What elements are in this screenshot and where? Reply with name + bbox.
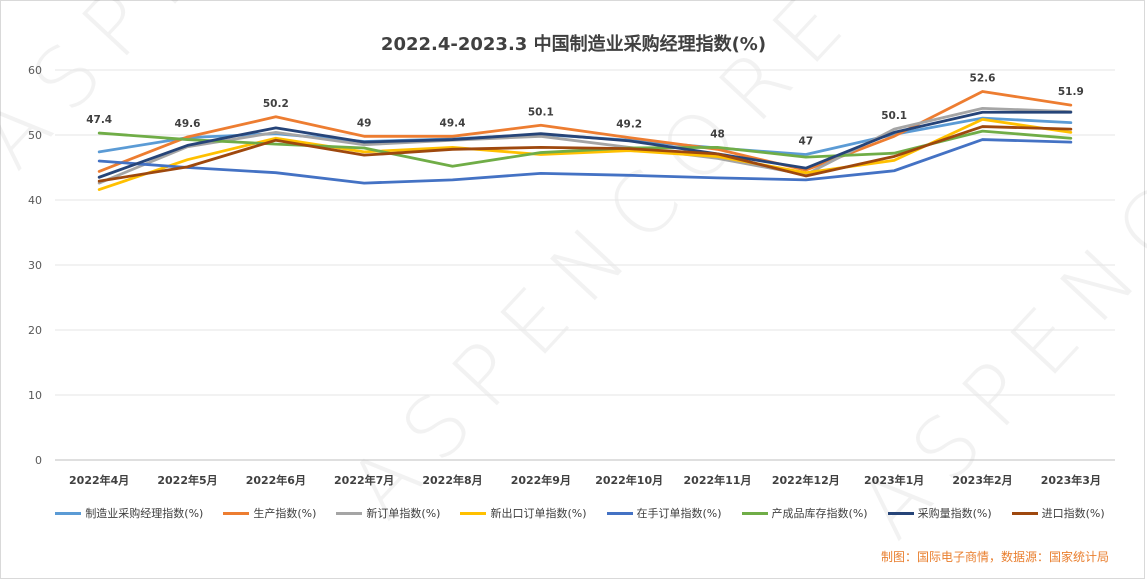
legend-item: 制造业采购经理指数(%) xyxy=(55,505,203,521)
data-label: 52.6 xyxy=(970,72,996,84)
x-tick-label: 2022年4月 xyxy=(69,473,129,487)
data-label: 49.6 xyxy=(175,118,201,130)
x-tick-label: 2023年2月 xyxy=(952,473,1012,487)
legend-swatch xyxy=(55,511,82,515)
x-tick-label: 2022年5月 xyxy=(157,473,217,487)
data-label: 51.9 xyxy=(1058,86,1084,98)
legend-swatch xyxy=(223,511,250,515)
series-line-7 xyxy=(97,125,1073,183)
legend-swatch xyxy=(741,511,768,515)
legend-item: 生产指数(%) xyxy=(223,505,316,521)
legend-swatch xyxy=(887,511,914,515)
data-label: 48 xyxy=(710,128,725,140)
legend-label: 新出口订单指数(%) xyxy=(490,507,587,520)
y-tick-label: 30 xyxy=(28,259,42,272)
legend-item: 新出口订单指数(%) xyxy=(460,505,587,521)
y-tick-label: 20 xyxy=(28,324,42,337)
series-line-2 xyxy=(97,106,1073,185)
x-tick-label: 2022年9月 xyxy=(511,473,571,487)
legend-swatch xyxy=(336,511,363,515)
x-tick-label: 2023年3月 xyxy=(1041,473,1101,487)
legend-swatch xyxy=(1011,511,1038,515)
series-line-6 xyxy=(97,110,1073,179)
legend-label: 进口指数(%) xyxy=(1041,507,1105,520)
legend-label: 在手订单指数(%) xyxy=(636,507,722,520)
y-tick-label: 0 xyxy=(35,454,42,467)
series-line-4 xyxy=(97,138,1073,185)
data-label: 50.2 xyxy=(263,98,289,110)
x-tick-label: 2022年11月 xyxy=(684,473,752,487)
legend-swatch xyxy=(606,511,633,515)
legend-label: 新订单指数(%) xyxy=(366,507,441,520)
y-tick-label: 60 xyxy=(28,64,42,77)
y-tick-label: 40 xyxy=(28,194,42,207)
data-label: 47.4 xyxy=(86,114,112,126)
legend-swatch xyxy=(460,511,487,515)
data-label: 50.1 xyxy=(881,110,907,122)
legend-item: 进口指数(%) xyxy=(1011,505,1105,521)
x-tick-label: 2022年6月 xyxy=(246,473,306,487)
legend-label: 生产指数(%) xyxy=(253,507,317,520)
y-tick-label: 10 xyxy=(28,389,42,402)
chart-legend: 制造业采购经理指数(%) 生产指数(%) 新订单指数(%) 新出口订单指数(%) 在手订… xyxy=(55,505,1105,521)
legend-label: 产成品库存指数(%) xyxy=(771,507,868,520)
data-label: 49.4 xyxy=(440,117,466,129)
data-label: 50.1 xyxy=(528,106,554,118)
chart-title: 2022.4-2023.3 中国制造业采购经理指数(%) xyxy=(380,34,767,55)
data-label: 49 xyxy=(357,117,372,129)
x-tick-label: 2022年8月 xyxy=(422,473,482,487)
series-line-3 xyxy=(97,118,1073,192)
legend-label: 采购量指数(%) xyxy=(917,507,992,520)
data-label: 47 xyxy=(799,136,814,148)
line-chart: 0 10 20 30 40 50 60 2022年4月 2022年5月 2022年6月 2022年… xyxy=(28,64,1115,487)
x-tick-label: 2023年1月 xyxy=(864,473,924,487)
x-tick-label: 2022年10月 xyxy=(595,473,663,487)
x-tick-label: 2022年7月 xyxy=(334,473,394,487)
legend-item: 新订单指数(%) xyxy=(336,505,440,521)
legend-item: 采购量指数(%) xyxy=(887,505,992,521)
source-note: 制图：国际电子商情，数据源：国家统计局 xyxy=(880,550,1109,564)
legend-item: 产成品库存指数(%) xyxy=(741,505,868,521)
legend-item: 在手订单指数(%) xyxy=(606,505,722,521)
y-tick-label: 50 xyxy=(28,129,42,142)
legend-label: 制造业采购经理指数(%) xyxy=(85,507,204,520)
data-label: 49.2 xyxy=(616,119,642,131)
x-tick-label: 2022年12月 xyxy=(772,473,840,487)
